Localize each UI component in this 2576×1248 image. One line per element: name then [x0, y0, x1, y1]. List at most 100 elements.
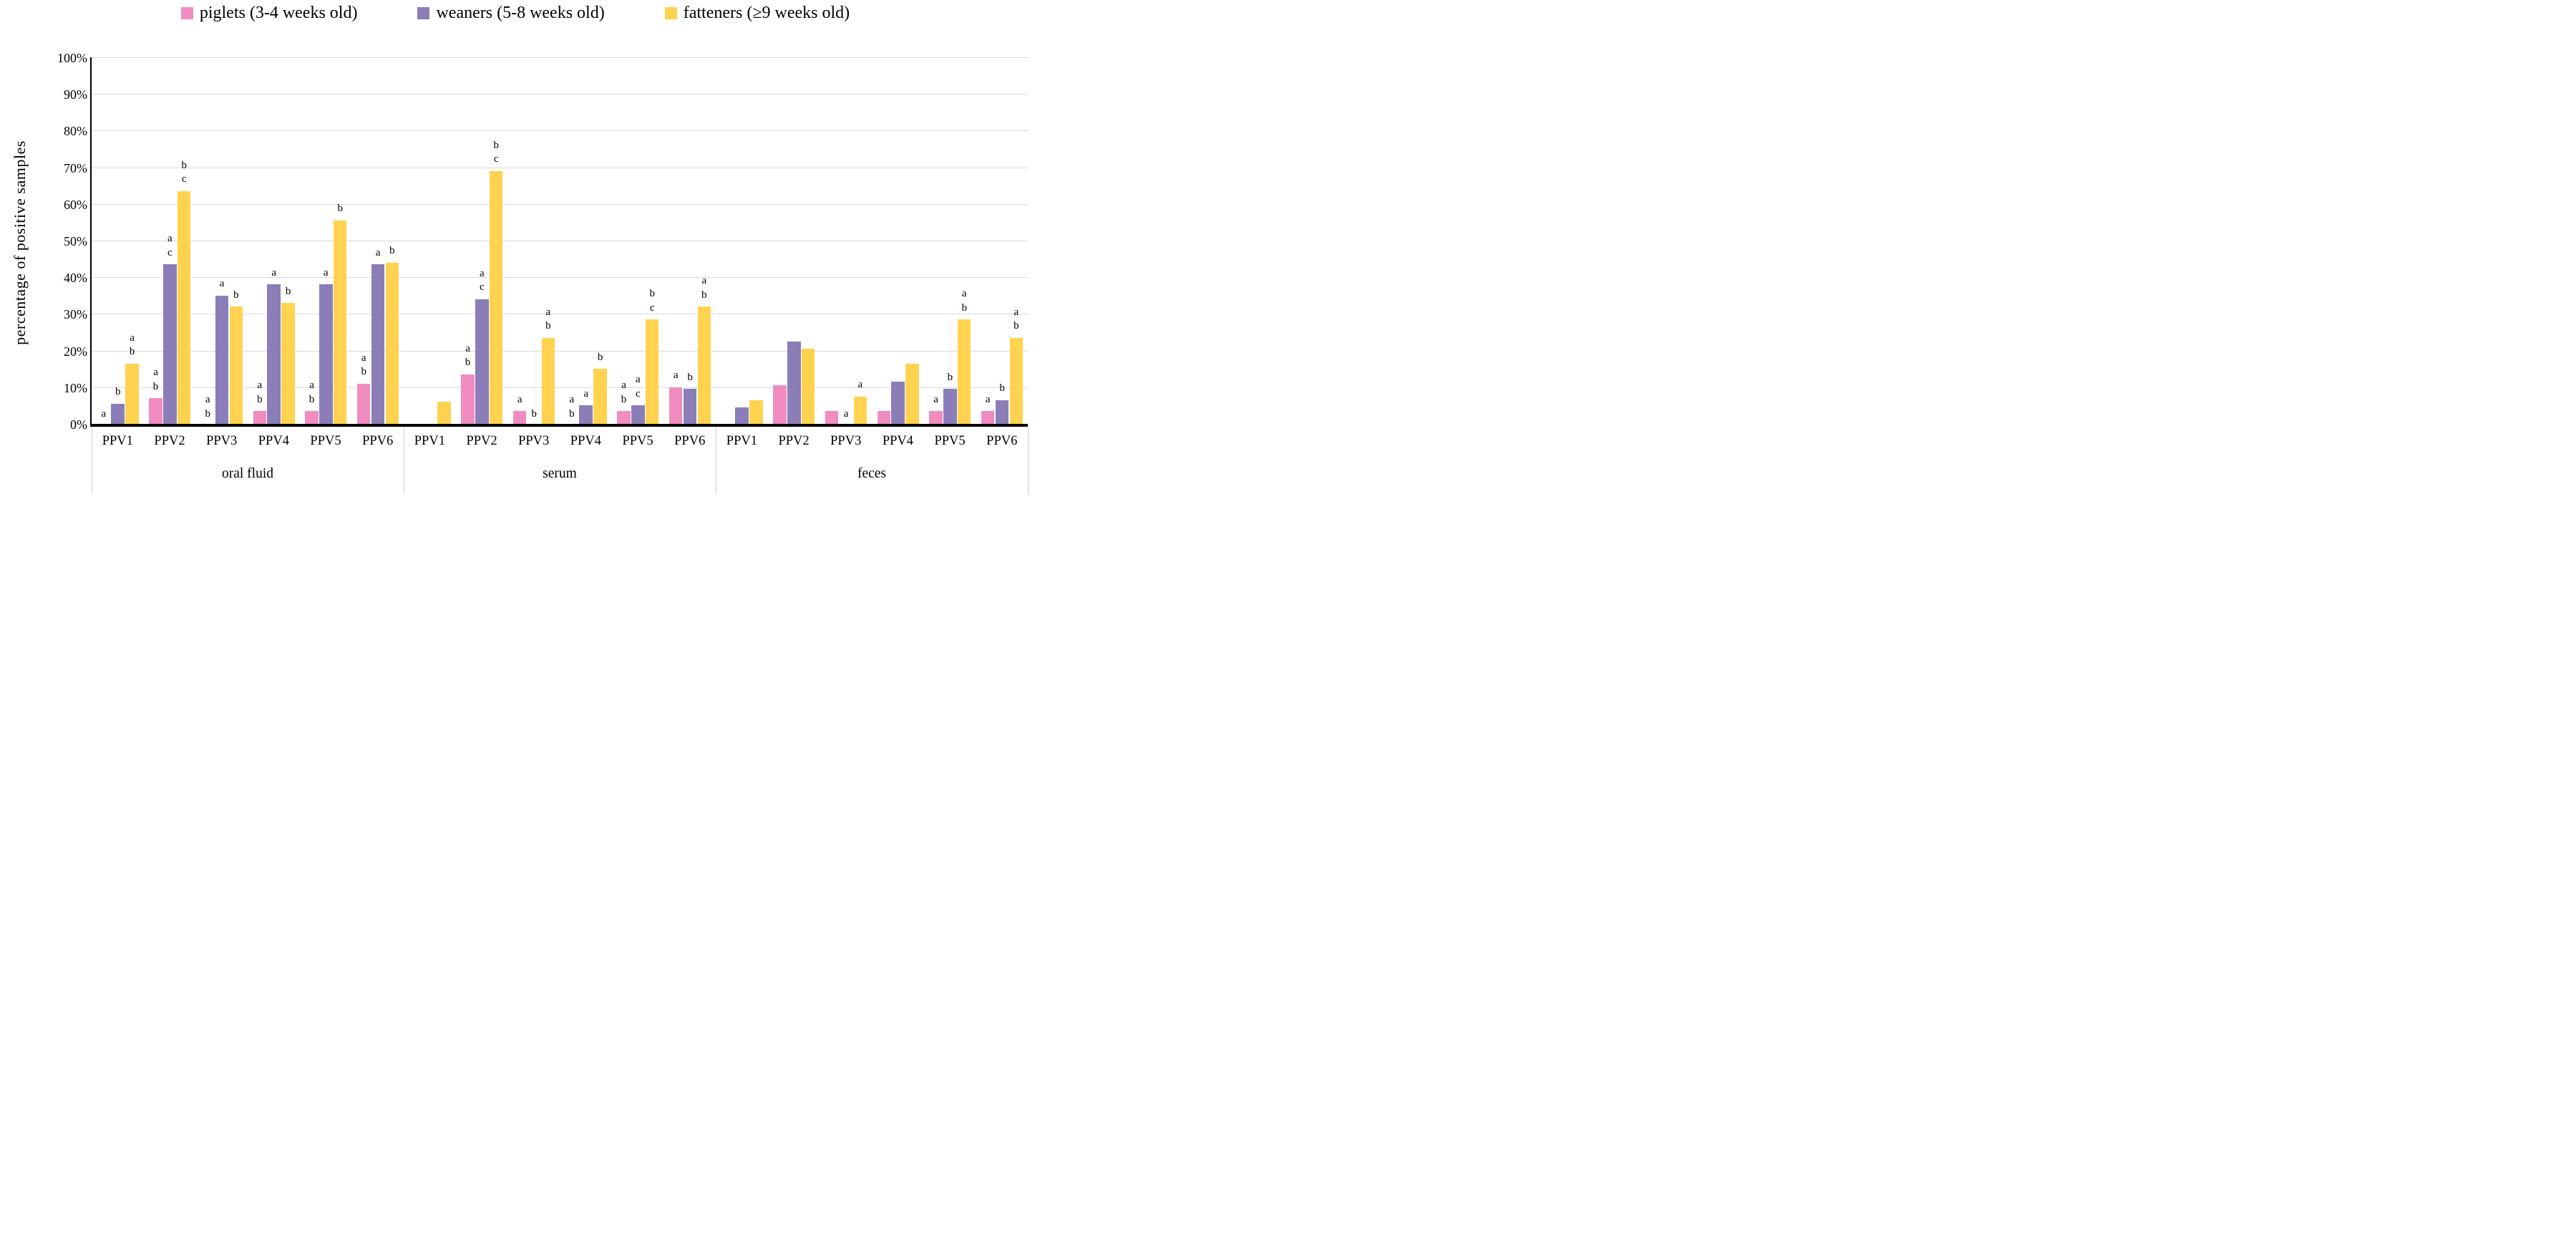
significance-letter: b	[701, 289, 707, 301]
chart-canvas: piglets (3-4 weeks old) weaners (5-8 week…	[0, 0, 1031, 501]
bar-oral-fluid-PPV5-series3	[333, 220, 347, 424]
significance-letter: c	[636, 387, 641, 400]
legend-swatch-icon	[180, 6, 193, 19]
bar-oral-fluid-PPV3-series2	[215, 295, 229, 424]
legend-label: weaners (5-8 weeks old)	[436, 4, 605, 22]
bar-oral-fluid-PPV1-series3	[125, 363, 139, 424]
significance-letter: b	[257, 393, 263, 405]
significance-letters: b	[115, 385, 121, 400]
significance-letters: a	[220, 277, 225, 291]
category-label-oral-fluid-PPV2: PPV2	[154, 434, 185, 448]
bar-feces-PPV6-series1	[981, 411, 995, 424]
significance-letter: b	[687, 371, 693, 383]
bar-oral-fluid-PPV6-series2	[371, 264, 385, 424]
significance-letter: b	[493, 139, 499, 151]
bar-oral-fluid-PPV4-series3	[281, 303, 295, 424]
y-tick-label-70: 70%	[64, 160, 87, 175]
category-label-feces-PPV2: PPV2	[778, 434, 810, 448]
category-label-oral-fluid-PPV4: PPV4	[258, 434, 289, 448]
bar-serum-PPV3-series1	[512, 411, 527, 424]
legend-label: fatteners (≥9 weeks old)	[683, 4, 850, 22]
gridline-90	[92, 94, 1028, 95]
bar-oral-fluid-PPV2-series3	[177, 190, 191, 424]
bar-serum-PPV6-series2	[683, 389, 697, 424]
bar-serum-PPV2-series2	[475, 299, 489, 424]
y-tick-label-80: 80%	[64, 124, 87, 139]
bar-serum-PPV6-series1	[669, 387, 683, 424]
bar-serum-PPV5-series1	[617, 411, 631, 424]
significance-letter: b	[649, 288, 655, 300]
bar-oral-fluid-PPV5-series2	[319, 284, 333, 424]
significance-letter: b	[999, 382, 1005, 395]
significance-letter: b	[961, 301, 967, 314]
significance-letter: a	[375, 246, 381, 258]
category-label-serum-PPV3: PPV3	[518, 434, 550, 448]
category-label-oral-fluid-PPV5: PPV5	[310, 434, 341, 448]
y-tick-label-100: 100%	[57, 51, 87, 65]
significance-letter: a	[985, 393, 991, 405]
significance-letters: b	[948, 371, 953, 385]
significance-letters: a	[583, 387, 588, 402]
significance-letter: c	[649, 301, 655, 314]
significance-letter: a	[130, 332, 135, 344]
group-label-oral-fluid: oral fluid	[221, 466, 274, 481]
category-label-serum-PPV1: PPV1	[414, 434, 445, 448]
significance-letter: a	[101, 407, 107, 420]
significance-letter: c	[480, 281, 485, 294]
significance-letters: b	[598, 351, 603, 365]
bar-feces-PPV5-series1	[929, 411, 943, 424]
significance-letters: a	[324, 266, 329, 281]
bar-feces-PPV1-series3	[749, 400, 763, 424]
significance-letter: a	[465, 342, 470, 354]
group-label-serum: serum	[543, 466, 577, 481]
legend-item-1: piglets (3-4 weeks old)	[180, 4, 357, 21]
significance-letter: a	[271, 266, 277, 279]
significance-letter: b	[115, 386, 121, 398]
significance-letter: b	[129, 346, 135, 358]
gridline-20	[92, 350, 1028, 352]
significance-letters: b	[337, 202, 343, 216]
significance-letter: b	[361, 366, 366, 378]
category-label-serum-PPV5: PPV5	[622, 434, 653, 448]
bar-serum-PPV5-series3	[645, 319, 659, 424]
bar-feces-PPV4-series1	[877, 411, 891, 424]
significance-letter: a	[257, 379, 263, 392]
bar-serum-PPV2-series1	[461, 374, 475, 424]
significance-letter: b	[531, 407, 537, 420]
bar-feces-PPV2-series3	[801, 349, 815, 424]
significance-letter: b	[569, 407, 575, 420]
significance-letter: a	[309, 379, 314, 392]
group-label-feces: feces	[857, 466, 887, 481]
bar-serum-PPV4-series3	[593, 369, 607, 424]
category-label-oral-fluid-PPV6: PPV6	[362, 434, 394, 448]
category-label-serum-PPV2: PPV2	[466, 434, 497, 448]
y-tick-label-30: 30%	[64, 307, 87, 322]
legend-swatch-icon	[664, 6, 677, 19]
group-label-row: oral fluid serum feces	[92, 460, 1028, 493]
y-tick-label-20: 20%	[64, 344, 87, 359]
significance-letters: a	[933, 393, 938, 407]
y-tick-label-60: 60%	[64, 197, 87, 212]
significance-letters: b	[286, 285, 291, 299]
bar-serum-PPV3-series3	[541, 337, 555, 424]
significance-letter: a	[583, 387, 589, 400]
y-tick-label-0: 0%	[70, 417, 87, 432]
significance-letters: b	[389, 244, 395, 258]
significance-letter: b	[308, 393, 315, 405]
significance-letter: a	[153, 367, 158, 379]
bar-oral-fluid-PPV3-series3	[229, 306, 243, 424]
significance-letter: b	[389, 245, 395, 257]
y-tick-label-50: 50%	[64, 234, 87, 248]
